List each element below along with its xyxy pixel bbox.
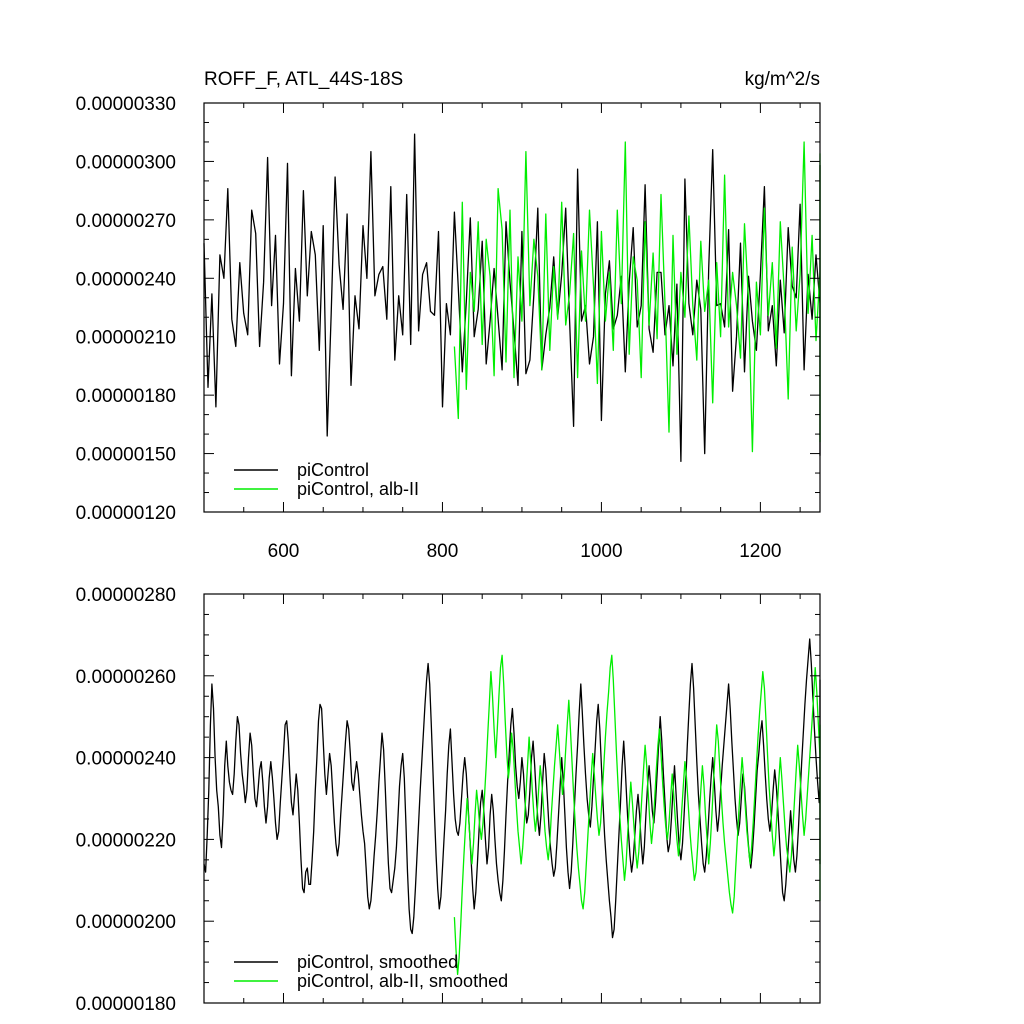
bottom-panel: 0.00000180 0.00000200 0.00000220 0.00000240… <box>76 585 821 1015</box>
top-panel-title: ROFF_F, ATL_44S-18S <box>204 69 403 90</box>
top-panel: ROFF_F, ATL_44S-18S kg/m^2/s 0.000001200… <box>76 69 821 562</box>
plot-frame <box>203 102 821 513</box>
y-tick-label: 0.00000300 <box>76 152 176 173</box>
top-panel-axes: 0.00000120 0.00000150 0.00000180 0.00000210… <box>76 94 821 562</box>
top-panel-units: kg/m^2/s <box>745 69 820 90</box>
y-tick-label: 0.00000200 <box>76 912 176 933</box>
legend-label: piControl, alb-II <box>297 479 419 499</box>
y-tick-label: 0.00000210 <box>76 328 176 349</box>
y-tick-label: 0.00000240 <box>76 749 176 770</box>
x-tick-label: 1200 <box>739 541 781 562</box>
y-tick-label: 0.00000220 <box>76 830 176 851</box>
y-tick-label: 0.00000330 <box>76 94 176 115</box>
legend-label: piControl, alb-II, smoothed <box>297 971 508 991</box>
y-tick-label: 0.00000180 <box>76 386 176 407</box>
x-tick-label: 800 <box>427 541 459 562</box>
x-tick-label: 600 <box>268 541 300 562</box>
y-tick-label: 0.00000150 <box>76 445 176 466</box>
y-tick-label: 0.00000120 <box>76 503 176 524</box>
legend-label: piControl <box>297 460 369 480</box>
y-tick-label: 0.00000260 <box>76 667 176 688</box>
bottom-panel-axes: 0.00000180 0.00000200 0.00000220 0.00000240… <box>76 585 821 1015</box>
y-tick-label: 0.00000280 <box>76 585 176 606</box>
y-tick-label: 0.00000270 <box>76 211 176 232</box>
legend-label: piControl, smoothed <box>297 952 458 972</box>
x-tick-label: 1000 <box>580 541 622 562</box>
y-tick-label: 0.00000180 <box>76 994 176 1015</box>
y-tick-label: 0.00000240 <box>76 269 176 290</box>
